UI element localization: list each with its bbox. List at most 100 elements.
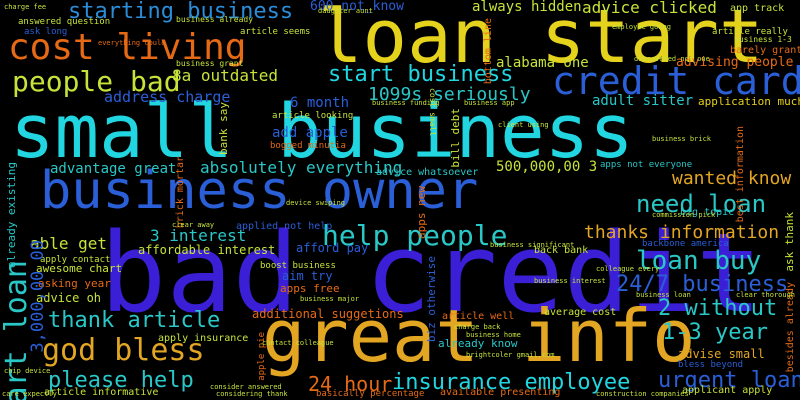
word-urgent-loan: urgent loan xyxy=(658,368,800,393)
word-600-not-know: 600 not_know xyxy=(310,0,404,14)
word-24-hour: 24 hour xyxy=(308,372,393,396)
word-please-help: please help xyxy=(48,368,194,393)
word-best-information: best information xyxy=(735,126,746,223)
word-advantage-great: advantage great xyxy=(50,161,177,177)
word-starting-business: starting business xyxy=(68,0,294,24)
word-1-3-year: 1-3 year xyxy=(662,320,768,345)
word-article-informative: article informative xyxy=(44,387,159,398)
word-article-well: article well xyxy=(442,311,515,322)
word-app-track: app track xyxy=(730,3,785,14)
word-charge-back: charge back xyxy=(454,323,501,331)
word-god-bless: god bless xyxy=(42,333,205,368)
word-advice-oh: advice oh xyxy=(36,291,102,305)
word-considering-thank: considering thank xyxy=(216,390,288,398)
word-great-info: great info xyxy=(262,294,696,378)
word-bank-say: bank say xyxy=(217,102,230,155)
word-answered-question: answered question xyxy=(18,17,111,27)
word-2-without: 2 without xyxy=(658,296,778,321)
word-basically-percentage: basically percentage xyxy=(316,389,425,399)
word-advice-whatsoever: advice whatsoever xyxy=(376,167,479,178)
word-500-000-00-3: 500,000,00 3 xyxy=(496,159,598,175)
word-back-bank: back bank xyxy=(534,245,589,256)
word-need-loan: need loan xyxy=(636,190,767,218)
word-6-month: 6 month xyxy=(290,95,350,111)
word-absolutely-everything: absolutely everything xyxy=(200,158,403,177)
word-available-presenting: available presenting xyxy=(440,387,561,398)
word-affordable-interest: affordable interest xyxy=(138,243,276,257)
word-device-swiping: device swiping xyxy=(286,199,346,207)
word-ask-thank: ask thank xyxy=(783,212,796,272)
word-business-major: business major xyxy=(300,295,360,303)
word-average-cost: average cost xyxy=(544,307,617,318)
word-discovered-not-one: discovered not_one xyxy=(634,55,710,63)
word-already-existing: already existing xyxy=(5,162,18,268)
word-small-business: small business xyxy=(10,89,634,175)
word-business-owner: business owner xyxy=(40,161,479,221)
word-help-people: help people xyxy=(322,219,508,252)
word-advice-clicked: advice clicked xyxy=(582,0,717,17)
word-alabama-one: alabama one xyxy=(496,55,589,71)
word-article-looking: article looking xyxy=(272,111,354,121)
word-bill-debt: bill debt xyxy=(449,108,462,168)
word-barely-grant: barely grant xyxy=(730,45,800,56)
word-clear-away: clear away xyxy=(172,221,215,229)
word-applied-not-help: applied not help xyxy=(236,221,333,232)
word-business-funding: business funding xyxy=(372,99,440,107)
word-3-interest: 3 interest xyxy=(150,226,247,245)
word-asking-year: asking year xyxy=(38,277,111,290)
word-thank-article: thank article xyxy=(48,308,221,333)
word-apps-free: apps free xyxy=(280,282,340,295)
word-advising-people: advising people xyxy=(676,55,794,70)
word-daughter-aunt: daughter aunt xyxy=(318,7,373,15)
word-business-already: business already xyxy=(176,15,254,24)
word-chip-device: chip device xyxy=(4,367,51,375)
word-afford-pay: afford pay xyxy=(296,241,369,255)
word-adult-sitter: adult sitter xyxy=(592,93,694,109)
word-bless-beyond: bless beyond xyxy=(678,360,744,370)
word-business-home: business home xyxy=(466,331,521,339)
word-commission-pick: commission pick xyxy=(652,211,716,219)
word-thanks-information: thanks information xyxy=(584,222,780,243)
word-business-significant: business significant xyxy=(490,241,575,249)
word-brightcoler-gmail: brightcoler gmail.com xyxy=(466,351,555,359)
word-boost-business: boost business xyxy=(260,261,336,271)
word-big-topic: big topic xyxy=(680,207,735,218)
word-brick-mortar: brick mortar xyxy=(175,156,186,229)
word-employee-going: employee going xyxy=(612,23,672,31)
word-article-really: article really xyxy=(712,27,788,37)
word-care-expectly: care expectly xyxy=(2,390,57,398)
word-ask-long: ask long xyxy=(24,27,68,37)
word-apps-new: apps new xyxy=(415,186,428,239)
word-cost-small: cost small xyxy=(428,88,437,137)
word-business-app: business app xyxy=(464,99,515,107)
word-address-charge: address charge xyxy=(104,88,231,106)
word-apply-insurance: apply insurance xyxy=(158,333,249,344)
word-wanted-know: wanted know xyxy=(672,168,792,189)
word-bogged-minutia: bogged minutia xyxy=(270,141,346,151)
word-8a-outdated: 8a outdated xyxy=(172,66,278,85)
word-credit-card: credit card xyxy=(552,59,800,103)
word-colleague-every: colleague every xyxy=(596,265,660,273)
word-loan-start: loan start xyxy=(318,0,764,80)
word-add-apple: add apple xyxy=(272,125,348,141)
word-charge-fee: charge fee xyxy=(4,3,47,11)
word-business-1-3: business 1-3 xyxy=(734,35,792,44)
word-additional-suggetions: additional suggetions xyxy=(252,307,404,321)
word-everything-could: everything could xyxy=(98,39,166,47)
word-contact-colleague: contact colleague xyxy=(262,339,334,347)
word-bottom-line: bottom line xyxy=(483,18,494,85)
word-always-hidden: always hidden xyxy=(472,0,582,15)
word-applicant-apply: applicant apply xyxy=(682,385,773,396)
word-3-000-00: 3,000,00 00 xyxy=(28,240,48,353)
word-article-seems: article seems xyxy=(240,27,311,37)
word-client-using: client using xyxy=(498,121,549,129)
word-business-interest: business interest xyxy=(534,277,606,285)
word-apply-contact: apply contact xyxy=(40,255,111,265)
word-loan-buy: loan buy xyxy=(636,246,762,276)
word-24-7-business: 24/7 business xyxy=(616,272,789,297)
word-application-much: application much xyxy=(698,95,800,108)
word-business-brick: business brick xyxy=(652,135,712,143)
word-apps-not-everyone: apps not everyone xyxy=(600,160,693,170)
word-already-know: already know xyxy=(438,337,518,350)
